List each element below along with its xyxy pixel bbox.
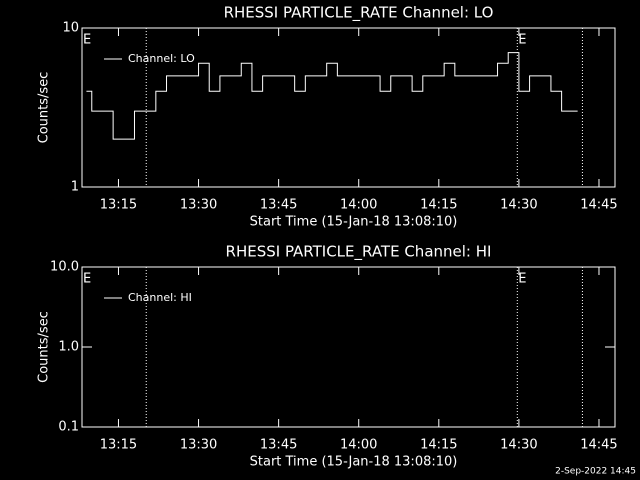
annotation: E: [83, 33, 91, 48]
x-tick-label: 14:30: [500, 438, 537, 453]
x-tick-label: 14:00: [340, 438, 377, 453]
y-tick-label: 10: [62, 21, 79, 36]
y-axis-label: Counts/sec: [37, 72, 52, 144]
plot-frame: [81, 27, 616, 188]
x-tick-label: 13:15: [100, 198, 137, 213]
x-tick-label: 13:45: [260, 198, 297, 213]
y-tick-label: 10.0: [50, 260, 79, 275]
x-tick-label: 14:15: [420, 198, 457, 213]
x-tick-label: 13:15: [100, 438, 137, 453]
chart-title: RHESSI PARTICLE_RATE Channel: HI: [226, 243, 492, 262]
legend-label: Channel: HI: [128, 291, 192, 304]
x-tick-label: 14:45: [580, 438, 617, 453]
x-tick-label: 14:00: [340, 198, 377, 213]
x-axis-label: Start Time (15-Jan-18 13:08:10): [250, 455, 458, 470]
legend-label: Channel: LO: [128, 52, 195, 65]
x-axis-label: Start Time (15-Jan-18 13:08:10): [250, 215, 458, 230]
annotation: E: [518, 272, 526, 287]
y-tick-label: 1: [71, 180, 79, 195]
x-tick-label: 13:30: [180, 438, 217, 453]
y-tick-label: 0.1: [58, 420, 79, 435]
annotation: E: [518, 33, 526, 48]
x-tick-label: 14:45: [580, 198, 617, 213]
x-tick-label: 14:15: [420, 438, 457, 453]
chart-title: RHESSI PARTICLE_RATE Channel: LO: [224, 4, 494, 23]
x-tick-label: 13:30: [180, 198, 217, 213]
y-axis-label: Counts/sec: [37, 311, 52, 383]
annotation: E: [83, 272, 91, 287]
x-tick-label: 13:45: [260, 438, 297, 453]
x-tick-label: 14:30: [500, 198, 537, 213]
y-tick-label: 1.0: [58, 340, 79, 355]
footer: 2-Sep-2022 14:45: [555, 467, 636, 477]
data-line: [86, 52, 578, 140]
